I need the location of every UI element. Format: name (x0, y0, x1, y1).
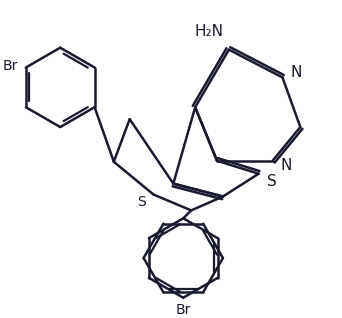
Text: S: S (267, 174, 276, 189)
Text: N: N (290, 65, 302, 80)
Text: Br: Br (2, 59, 18, 73)
Text: S: S (137, 196, 146, 210)
Text: N: N (280, 158, 292, 173)
Text: Br: Br (175, 303, 191, 317)
Text: H₂N: H₂N (195, 24, 224, 39)
